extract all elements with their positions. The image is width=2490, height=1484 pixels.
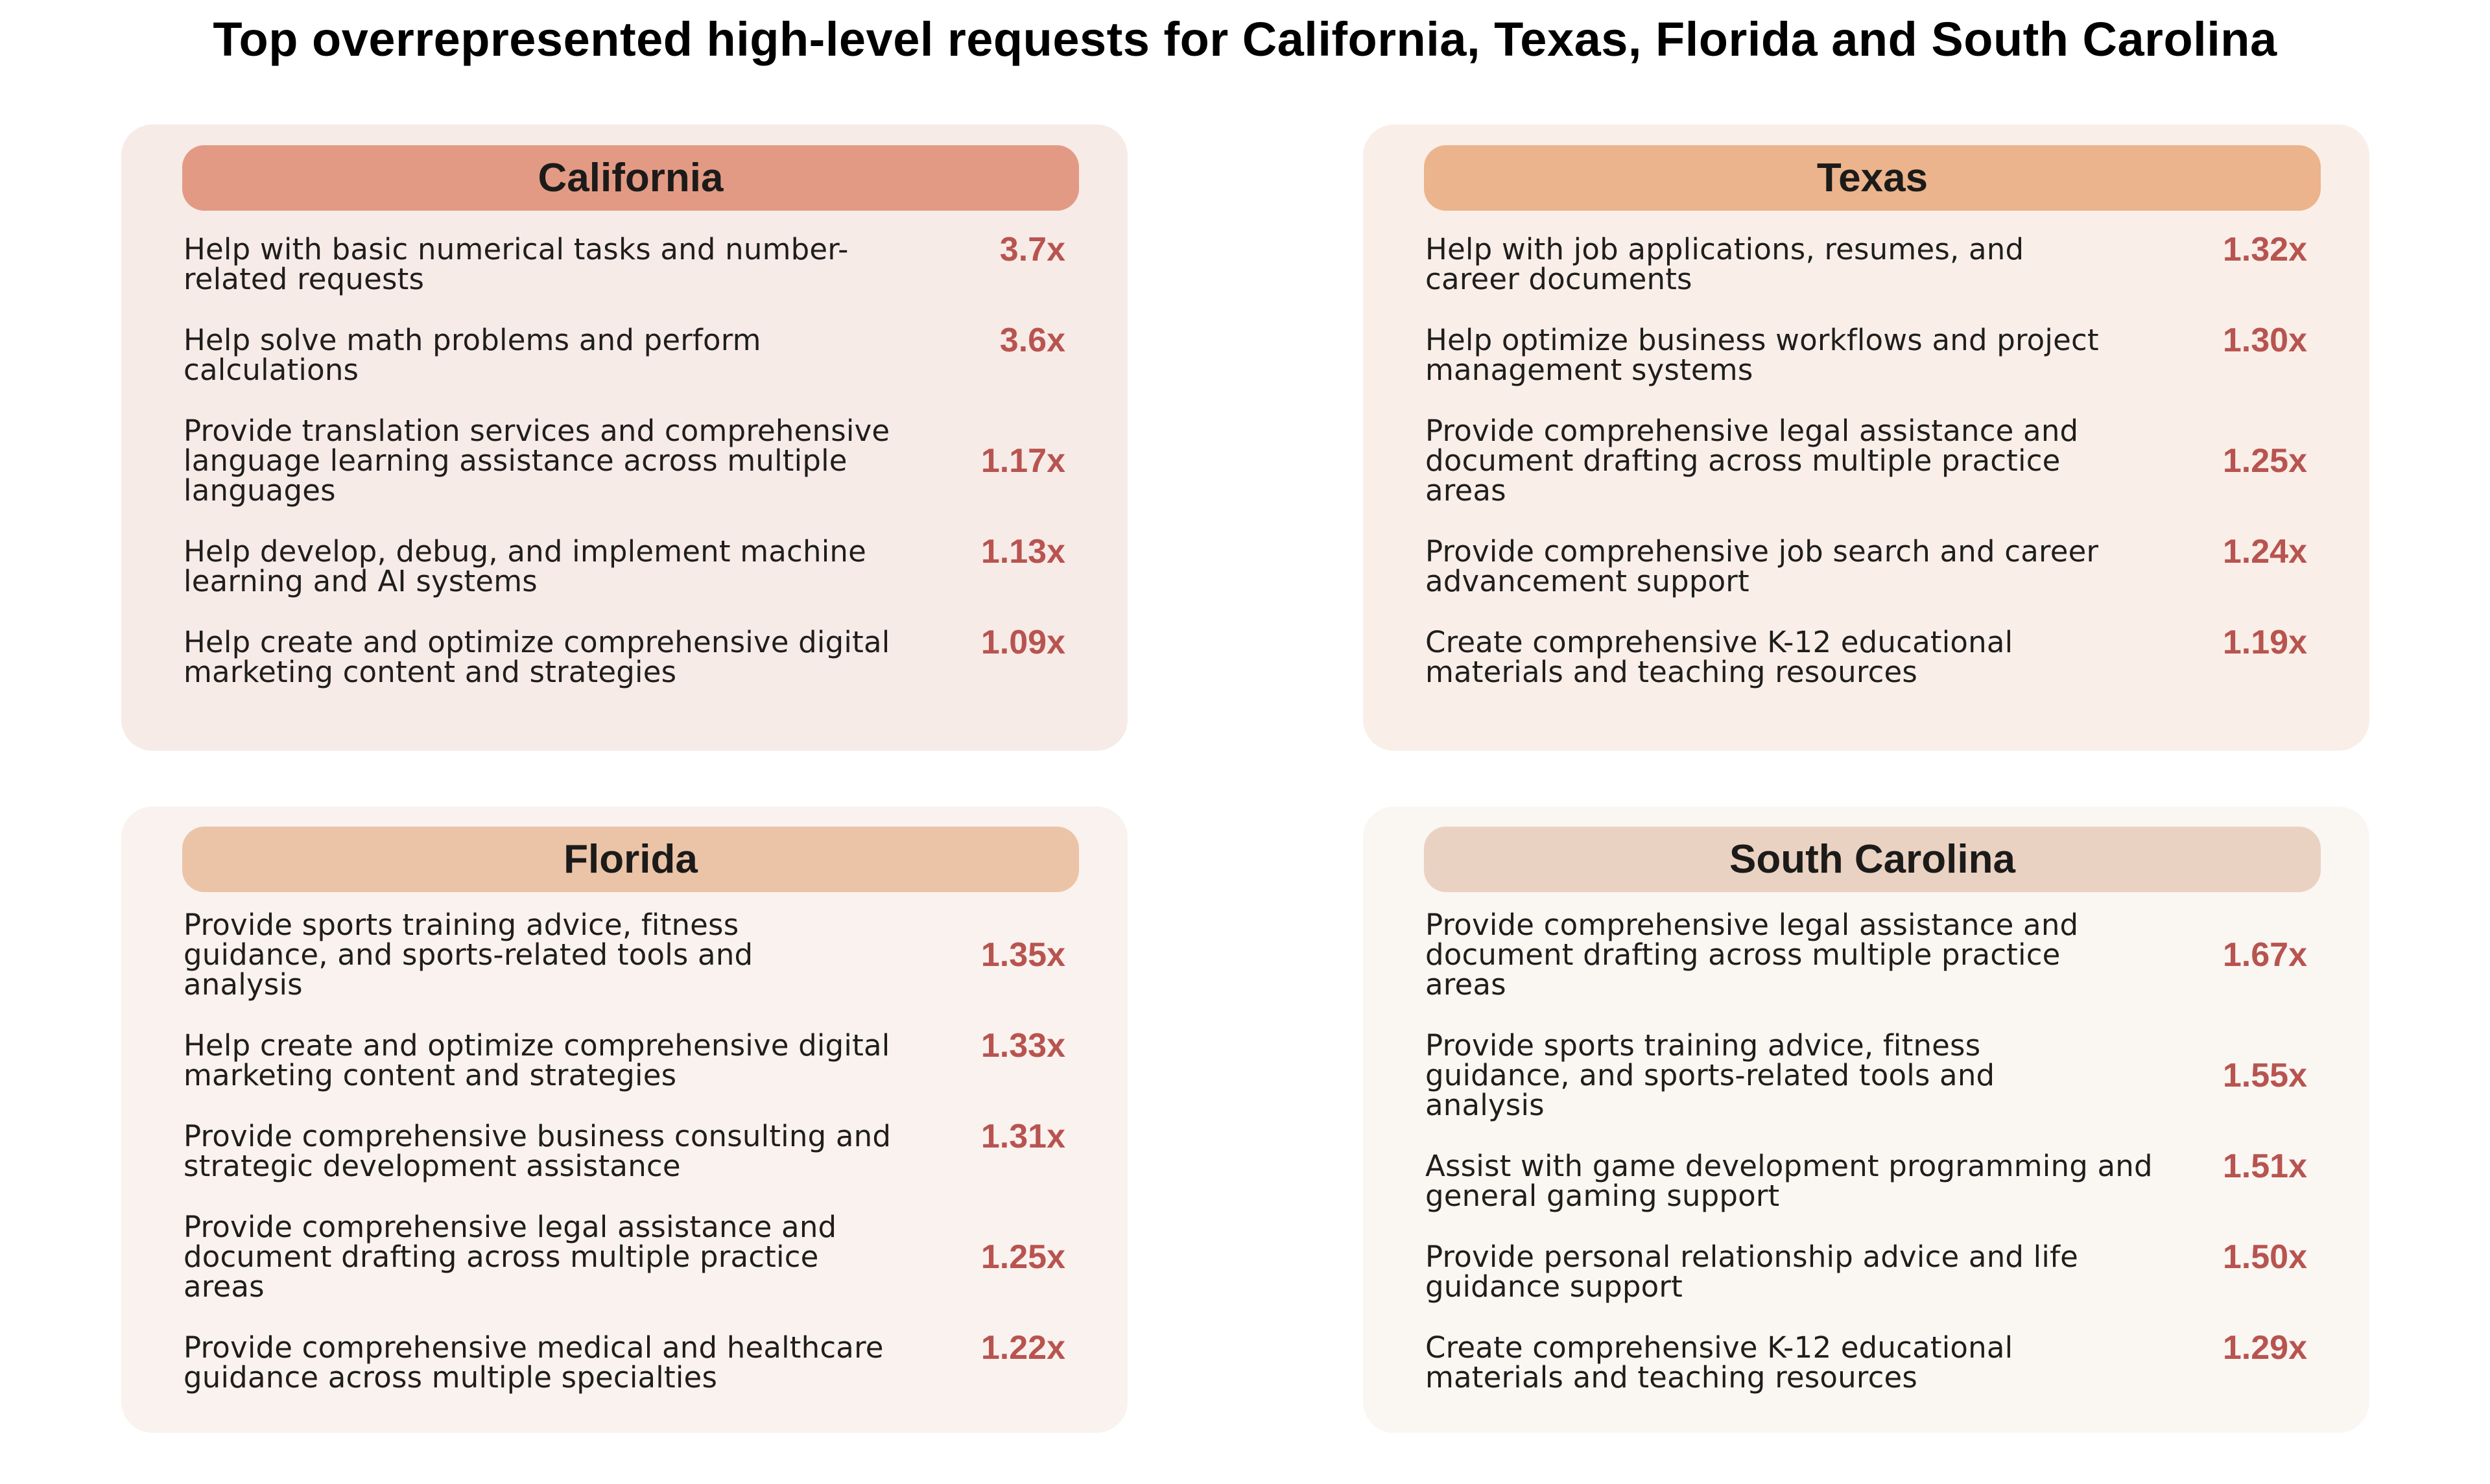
ratio-value: 1.50x — [2222, 1238, 2307, 1276]
ratio-value: 1.09x — [980, 624, 1065, 661]
request-label: Create comprehensive K-12 educational ma… — [1425, 625, 2013, 689]
request-list: Provide sports training advice, fitness … — [184, 910, 1065, 1424]
ratio-value: 1.55x — [2222, 1057, 2307, 1094]
request-label: Create comprehensive K-12 educational ma… — [1425, 1330, 2013, 1395]
list-item: Provide comprehensive legal assistance a… — [184, 1212, 1065, 1302]
panel-florida: Florida Provide sports training advice, … — [121, 807, 1128, 1433]
ratio-value: 1.35x — [980, 936, 1065, 974]
request-label: Provide comprehensive legal assistance a… — [1425, 414, 2079, 508]
request-label: Provide sports training advice, fitness … — [184, 908, 753, 1002]
panel-header-texas: Texas — [1424, 145, 2321, 211]
request-label: Help optimize business workflows and pro… — [1425, 323, 2099, 387]
panel-header-florida: Florida — [182, 827, 1079, 892]
ratio-value: 1.25x — [980, 1238, 1065, 1276]
request-label: Help with basic numerical tasks and numb… — [184, 232, 849, 296]
list-item: Help create and optimize comprehensive d… — [184, 1027, 1065, 1092]
ratio-value: 1.67x — [2222, 936, 2307, 974]
request-label: Provide sports training advice, fitness … — [1425, 1028, 1995, 1122]
panel-header-california: California — [182, 145, 1079, 211]
list-item: Provide comprehensive medical and health… — [184, 1329, 1065, 1395]
list-item: Assist with game development programming… — [1425, 1148, 2307, 1213]
request-label: Help develop, debug, and implement machi… — [184, 534, 867, 598]
list-item: Help solve math problems and perform cal… — [184, 322, 1065, 387]
request-label: Assist with game development programming… — [1425, 1149, 2153, 1213]
list-item: Help develop, debug, and implement machi… — [184, 533, 1065, 598]
list-item: Help with job applications, resumes, and… — [1425, 231, 2307, 296]
list-item: Provide comprehensive legal assistance a… — [1425, 416, 2307, 506]
ratio-value: 1.33x — [980, 1027, 1065, 1065]
list-item: Help with basic numerical tasks and numb… — [184, 231, 1065, 296]
request-label: Help create and optimize comprehensive d… — [184, 625, 890, 689]
ratio-value: 1.24x — [2222, 533, 2307, 571]
ratio-value: 1.22x — [980, 1329, 1065, 1367]
panel-south-carolina: South Carolina Provide comprehensive leg… — [1363, 807, 2369, 1433]
list-item: Provide comprehensive business consultin… — [184, 1118, 1065, 1183]
ratio-value: 1.32x — [2222, 231, 2307, 268]
panel-texas: Texas Help with job applications, resume… — [1363, 124, 2369, 751]
panel-california: California Help with basic numerical tas… — [121, 124, 1128, 751]
list-item: Help optimize business workflows and pro… — [1425, 322, 2307, 387]
ratio-value: 1.30x — [2222, 322, 2307, 359]
request-label: Provide translation services and compreh… — [184, 414, 890, 508]
ratio-value: 1.29x — [2222, 1329, 2307, 1367]
request-list: Provide comprehensive legal assistance a… — [1425, 910, 2307, 1424]
ratio-value: 1.25x — [2222, 442, 2307, 480]
list-item: Create comprehensive K-12 educational ma… — [1425, 1329, 2307, 1395]
chart-title: Top overrepresented high-level requests … — [213, 12, 2277, 66]
request-label: Help solve math problems and perform cal… — [184, 323, 761, 387]
request-label: Provide comprehensive medical and health… — [184, 1330, 884, 1395]
list-item: Provide comprehensive legal assistance a… — [1425, 910, 2307, 1000]
ratio-value: 1.51x — [2222, 1148, 2307, 1185]
request-label: Provide comprehensive job search and car… — [1425, 534, 2099, 598]
ratio-value: 3.7x — [999, 231, 1065, 268]
request-label: Provide comprehensive business consultin… — [184, 1119, 892, 1183]
ratio-value: 1.17x — [980, 442, 1065, 480]
request-label: Provide personal relationship advice and… — [1425, 1240, 2079, 1304]
request-list: Help with job applications, resumes, and… — [1425, 231, 2307, 718]
list-item: Provide personal relationship advice and… — [1425, 1238, 2307, 1304]
request-label: Provide comprehensive legal assistance a… — [1425, 908, 2079, 1002]
list-item: Provide sports training advice, fitness … — [1425, 1031, 2307, 1120]
list-item: Help create and optimize comprehensive d… — [184, 624, 1065, 689]
ratio-value: 1.19x — [2222, 624, 2307, 661]
list-item: Create comprehensive K-12 educational ma… — [1425, 624, 2307, 689]
list-item: Provide sports training advice, fitness … — [184, 910, 1065, 1000]
request-label: Help create and optimize comprehensive d… — [184, 1028, 890, 1092]
list-item: Provide comprehensive job search and car… — [1425, 533, 2307, 598]
panel-header-south-carolina: South Carolina — [1424, 827, 2321, 892]
request-list: Help with basic numerical tasks and numb… — [184, 231, 1065, 718]
request-label: Provide comprehensive legal assistance a… — [184, 1210, 837, 1304]
ratio-value: 3.6x — [999, 322, 1065, 359]
ratio-value: 1.31x — [980, 1118, 1065, 1155]
request-label: Help with job applications, resumes, and… — [1425, 232, 2024, 296]
ratio-value: 1.13x — [980, 533, 1065, 571]
list-item: Provide translation services and compreh… — [184, 416, 1065, 506]
